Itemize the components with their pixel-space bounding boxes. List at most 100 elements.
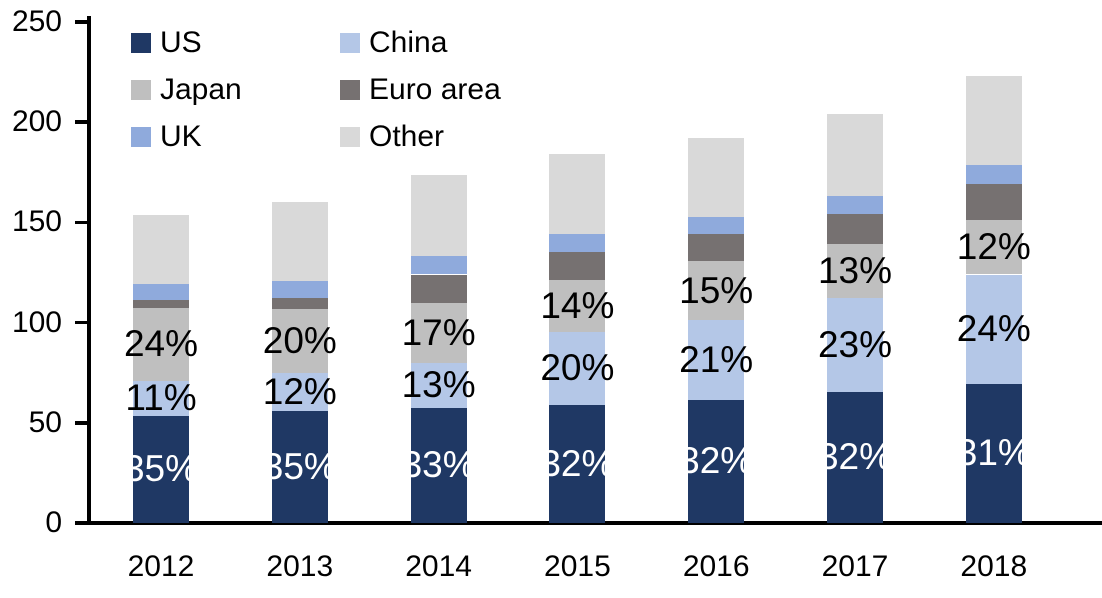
bar-segment-japan — [688, 261, 745, 320]
bar-segment-label: 24% — [123, 323, 199, 365]
bar-segment-other — [133, 215, 189, 284]
bar-segment-label: 35% — [123, 448, 199, 490]
bar-segment-japan — [410, 302, 467, 363]
bar-segment-label: 17% — [401, 311, 476, 353]
bar-segment-label: 32% — [817, 436, 893, 478]
legend-label: Japan — [160, 73, 242, 106]
legend-item-euro-area: Euro area — [340, 74, 501, 106]
bar-segment-us — [271, 410, 328, 523]
bar-segment-euro-area — [133, 299, 189, 308]
bar-segment-uk — [133, 283, 189, 300]
bar-segment-china — [549, 331, 606, 405]
legend-item-us: US — [131, 27, 202, 59]
x-tick-label: 2012 — [127, 550, 195, 583]
legend-label: Other — [369, 120, 445, 153]
legend-label: Euro area — [369, 73, 501, 106]
bar-segment-euro-area — [549, 252, 606, 280]
bar-segment-china — [965, 274, 1022, 384]
bar-segment-china — [271, 372, 328, 411]
bar-segment-china — [688, 319, 745, 400]
bar-segment-china — [827, 297, 883, 392]
legend-swatch-icon — [131, 80, 151, 100]
bar-segment-label: 23% — [817, 323, 893, 365]
bar-segment-label: 32% — [540, 442, 615, 484]
bar-segment-japan — [549, 279, 606, 332]
bar-segment-japan — [271, 308, 328, 373]
legend-label: UK — [160, 120, 202, 153]
legend-swatch-icon — [340, 33, 360, 53]
legend-label: US — [160, 26, 202, 59]
y-tick-label: 100 — [11, 305, 62, 339]
bar-segment-other — [549, 154, 606, 235]
legend-swatch-icon — [131, 127, 151, 147]
legend-swatch-icon — [340, 127, 360, 147]
bar-segment-euro-area — [410, 274, 467, 303]
bar-segment-euro-area — [688, 234, 745, 262]
y-tick-mark — [75, 120, 87, 124]
y-axis-line — [87, 16, 91, 525]
bar-segment-label: 21% — [679, 338, 754, 380]
y-tick-label: 250 — [11, 5, 62, 38]
bar-segment-label: 12% — [262, 370, 337, 412]
bar-segment-label: 14% — [540, 284, 615, 326]
bar-segment-label: 31% — [956, 432, 1031, 474]
x-tick-label: 2013 — [266, 550, 334, 583]
bar-segment-japan — [827, 244, 883, 298]
y-tick-mark — [75, 20, 87, 24]
bar-segment-label: 15% — [679, 269, 754, 311]
bar-segment-other — [965, 76, 1022, 166]
legend-item-japan: Japan — [131, 74, 242, 106]
legend-swatch-icon — [131, 33, 151, 53]
bar-segment-us — [688, 399, 745, 523]
bar-segment-uk — [549, 234, 606, 253]
bar-segment-other — [410, 175, 467, 257]
bar-segment-japan — [133, 307, 189, 381]
bar-segment-us — [827, 391, 883, 523]
y-tick-mark — [75, 421, 87, 425]
bar-segment-label: 12% — [956, 226, 1031, 268]
y-tick-label: 200 — [11, 105, 62, 139]
legend-swatch-icon — [340, 80, 360, 100]
x-tick-label: 2018 — [960, 550, 1028, 583]
bar-segment-us — [133, 415, 189, 523]
bar-segment-label: 13% — [401, 364, 476, 406]
bar-segment-label: 32% — [679, 440, 754, 482]
y-tick-label: 150 — [11, 205, 62, 239]
bar-segment-uk — [410, 256, 467, 275]
bar-segment-label: 35% — [262, 445, 337, 487]
bar-segment-uk — [827, 196, 883, 215]
bar-segment-japan — [965, 220, 1022, 275]
bar-segment-label: 20% — [262, 319, 337, 361]
y-tick-mark — [75, 220, 87, 225]
bar-segment-china — [133, 380, 189, 416]
x-tick-label: 2014 — [405, 550, 472, 583]
x-axis-line — [75, 521, 1102, 525]
bar-segment-uk — [688, 217, 745, 235]
bar-segment-label: 33% — [401, 444, 476, 486]
bar-segment-other — [688, 138, 745, 218]
bar-segment-other — [827, 114, 883, 197]
bar-segment-china — [410, 362, 467, 408]
bar-segment-us — [549, 404, 606, 523]
y-tick-label: 0 — [45, 506, 62, 539]
bar-segment-label: 24% — [956, 308, 1031, 350]
legend-item-uk: UK — [131, 121, 202, 153]
bar-segment-euro-area — [271, 297, 328, 309]
bar-segment-us — [965, 383, 1022, 523]
bar-segment-euro-area — [965, 184, 1022, 221]
bar-segment-uk — [271, 280, 328, 298]
bar-segment-other — [271, 202, 328, 281]
bar-segment-uk — [965, 165, 1022, 185]
x-tick-label: 2017 — [821, 550, 889, 583]
legend-label: China — [369, 26, 448, 59]
bar-segment-label: 13% — [817, 249, 893, 291]
legend-item-china: China — [340, 27, 447, 59]
bar-segment-label: 11% — [125, 377, 197, 419]
bar-segment-us — [410, 407, 467, 523]
bar-segment-euro-area — [827, 214, 883, 245]
bar-segment-label: 20% — [540, 347, 615, 389]
x-tick-label: 2015 — [544, 550, 611, 583]
y-tick-label: 50 — [28, 405, 62, 439]
x-tick-label: 2016 — [682, 550, 750, 583]
